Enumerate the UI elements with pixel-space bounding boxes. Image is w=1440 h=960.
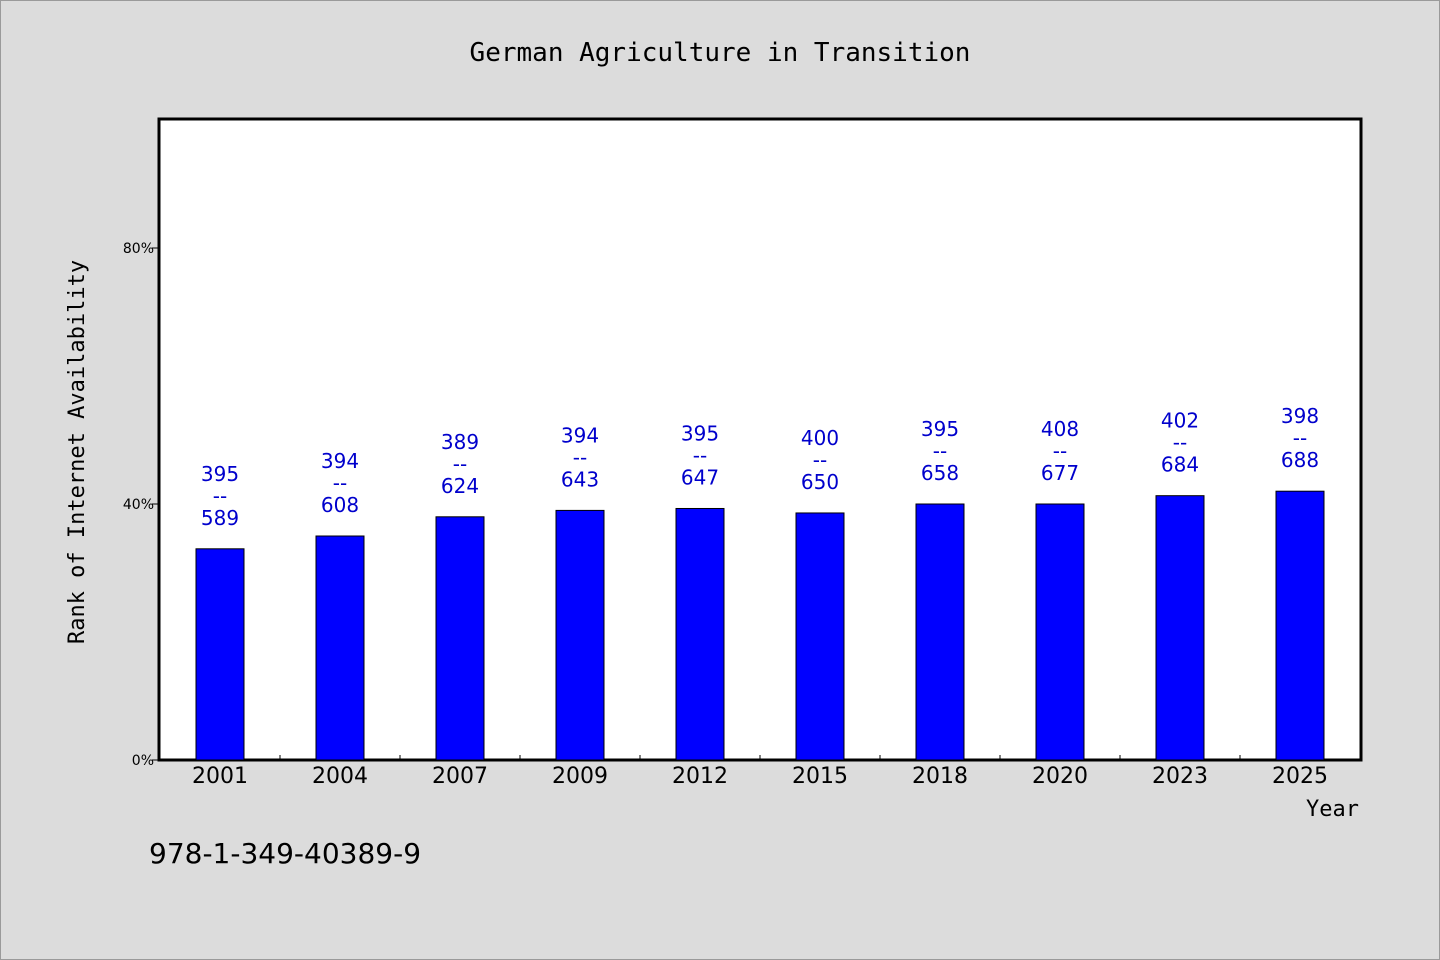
data-label-top: 398 — [1281, 404, 1319, 428]
x-tick-label: 2004 — [312, 764, 368, 789]
bar — [555, 509, 605, 761]
data-label-bottom: 650 — [801, 470, 839, 494]
x-tick-label: 2001 — [192, 764, 248, 789]
data-label-bottom: 658 — [921, 461, 959, 485]
data-label-bottom: 688 — [1281, 448, 1319, 472]
bar — [1155, 495, 1205, 761]
x-tick-label: 2018 — [912, 764, 968, 789]
bar — [915, 503, 965, 761]
data-label-top: 394 — [321, 449, 359, 473]
isbn-text: 978-1-349-40389-9 — [149, 837, 421, 870]
x-axis-title: Year — [1306, 797, 1359, 822]
data-label-top: 394 — [561, 423, 599, 447]
data-label-bottom: 624 — [441, 474, 479, 498]
bars-layer — [195, 490, 1325, 761]
data-label-separator: -- — [693, 443, 707, 467]
data-label-top: 395 — [681, 421, 719, 445]
data-label-bottom: 608 — [321, 493, 359, 517]
x-tick-label: 2023 — [1152, 764, 1208, 789]
x-tick-label: 2020 — [1032, 764, 1088, 789]
data-label-top: 408 — [1041, 417, 1079, 441]
y-tick-label: 40% — [123, 497, 154, 513]
data-label-separator: -- — [933, 439, 947, 463]
bar — [195, 548, 245, 761]
chart-title: German Agriculture in Transition — [470, 38, 971, 68]
data-labels-layer: 395--589394--608389--624394--643395--647… — [201, 404, 1319, 530]
y-axis: 0% 40% 80% — [123, 241, 160, 769]
y-tick-label: 0% — [132, 753, 154, 769]
bar — [1035, 503, 1085, 761]
x-axis: 2001 2004 2007 2009 2012 2015 2018 2020 2023 2025 — [192, 755, 1328, 789]
data-label-separator: -- — [813, 448, 827, 472]
y-axis-title: Rank of Internet Availability — [65, 260, 90, 644]
x-tick-label: 2009 — [552, 764, 608, 789]
data-label-top: 389 — [441, 430, 479, 454]
x-tick-label: 2012 — [672, 764, 728, 789]
x-tick-label: 2025 — [1272, 764, 1328, 789]
bar — [435, 516, 485, 761]
bar — [675, 507, 725, 761]
data-label-separator: -- — [1173, 431, 1187, 455]
data-label-top: 400 — [801, 426, 839, 450]
data-label-separator: -- — [1293, 426, 1307, 450]
data-label-bottom: 643 — [561, 467, 599, 491]
bar — [1275, 490, 1325, 761]
data-label-top: 395 — [201, 462, 239, 486]
data-label-bottom: 684 — [1161, 453, 1199, 477]
data-label-bottom: 647 — [681, 465, 719, 489]
data-label-bottom: 589 — [201, 506, 239, 530]
data-label-top: 395 — [921, 417, 959, 441]
data-label-separator: -- — [573, 445, 587, 469]
data-label-top: 402 — [1161, 409, 1199, 433]
y-tick-label: 80% — [123, 241, 154, 257]
data-label-bottom: 677 — [1041, 461, 1079, 485]
data-label-separator: -- — [333, 471, 347, 495]
data-label-separator: -- — [213, 484, 227, 508]
data-label-separator: -- — [453, 452, 467, 476]
data-label-separator: -- — [1053, 439, 1067, 463]
x-tick-label: 2007 — [432, 764, 488, 789]
bar — [795, 512, 845, 761]
x-tick-label: 2015 — [792, 764, 848, 789]
bar — [315, 535, 365, 761]
